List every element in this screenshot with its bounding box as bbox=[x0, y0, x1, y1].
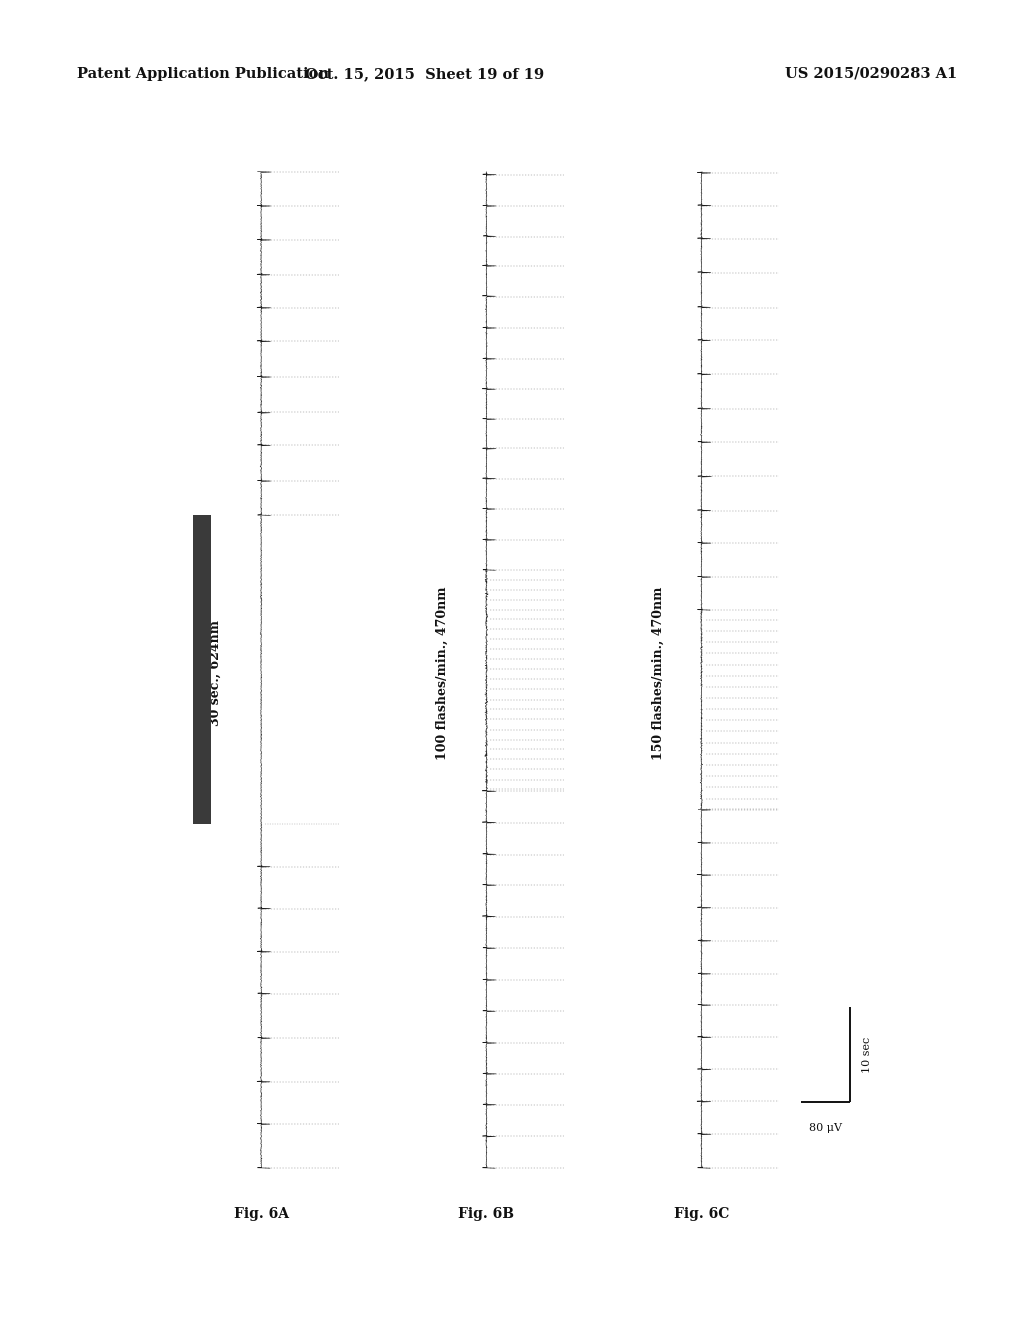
Text: Fig. 6A: Fig. 6A bbox=[233, 1208, 289, 1221]
Text: Patent Application Publication: Patent Application Publication bbox=[77, 67, 329, 81]
Text: Fig. 6B: Fig. 6B bbox=[459, 1208, 514, 1221]
Bar bbox=[193, 515, 211, 825]
Text: Oct. 15, 2015  Sheet 19 of 19: Oct. 15, 2015 Sheet 19 of 19 bbox=[305, 67, 545, 81]
Text: 80 μV: 80 μV bbox=[809, 1123, 842, 1134]
Text: 100 flashes/min., 470nm: 100 flashes/min., 470nm bbox=[436, 586, 449, 760]
Text: US 2015/0290283 A1: US 2015/0290283 A1 bbox=[785, 67, 957, 81]
Text: 150 flashes/min., 470nm: 150 flashes/min., 470nm bbox=[652, 586, 665, 760]
Text: 10 sec: 10 sec bbox=[862, 1036, 872, 1073]
Text: 30 sec., 624nm: 30 sec., 624nm bbox=[209, 620, 221, 726]
Text: Fig. 6C: Fig. 6C bbox=[674, 1208, 729, 1221]
